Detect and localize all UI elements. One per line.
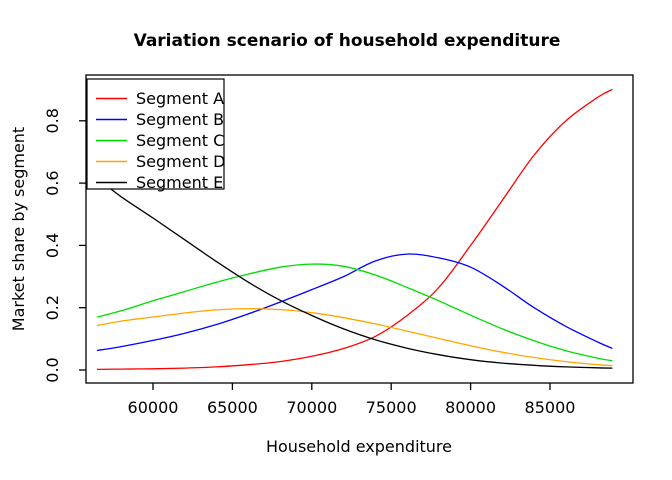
legend-label-segment-a: Segment A: [136, 89, 224, 108]
legend-label-segment-b: Segment B: [136, 110, 224, 129]
chart-title: Variation scenario of household expendit…: [134, 31, 561, 51]
y-tick-label: 0.2: [43, 295, 62, 320]
series-lines: [96, 88, 613, 371]
series-line-segment-e: [96, 177, 613, 369]
y-tick-label: 0.8: [43, 108, 62, 133]
series-line-segment-a: [96, 88, 613, 371]
y-axis-label: Market share by segment: [9, 127, 28, 331]
x-tick-label: 60000: [128, 398, 179, 417]
y-tick-label: 0.4: [43, 233, 62, 258]
legend: Segment A Segment B Segment C Segment D Segm…: [86, 78, 225, 192]
y-tick-label: 0.6: [43, 170, 62, 195]
legend-label-segment-d: Segment D: [136, 152, 225, 171]
legend-box: [86, 78, 225, 190]
x-axis-label: Household expenditure: [266, 437, 452, 456]
series-line-segment-b: [96, 253, 613, 352]
x-tick-label: 75000: [366, 398, 417, 417]
y-tick-label: 0.0: [43, 357, 62, 382]
series-line-segment-c: [96, 263, 613, 362]
x-tick-label: 65000: [207, 398, 258, 417]
x-tick-label: 80000: [445, 398, 496, 417]
axis-ticks: 60000 65000 70000 75000 80000 85000 0.0 0.2 0.4 0…: [43, 108, 575, 417]
legend-label-segment-e: Segment E: [136, 173, 223, 192]
series-line-segment-d: [96, 307, 613, 367]
legend-label-segment-c: Segment C: [136, 131, 224, 150]
plot-area: [85, 74, 634, 384]
x-tick-label: 70000: [286, 398, 337, 417]
x-tick-label: 85000: [525, 398, 576, 417]
